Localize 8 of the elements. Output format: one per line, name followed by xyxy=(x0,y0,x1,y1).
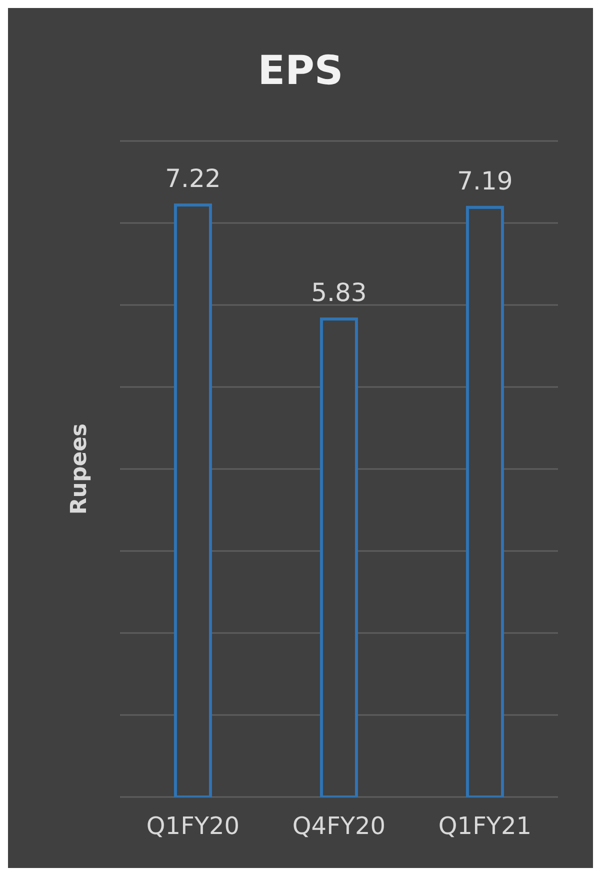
x-tick-label: Q1FY21 xyxy=(438,812,532,840)
x-tick-label: Q4FY20 xyxy=(292,812,386,840)
data-label: 5.83 xyxy=(311,278,367,307)
data-label: 7.22 xyxy=(165,164,221,193)
x-tick-label: Q1FY20 xyxy=(146,812,240,840)
chart-title: EPS xyxy=(256,46,344,96)
y-axis-title: Rupees xyxy=(66,423,92,515)
data-label: 7.19 xyxy=(457,166,513,196)
